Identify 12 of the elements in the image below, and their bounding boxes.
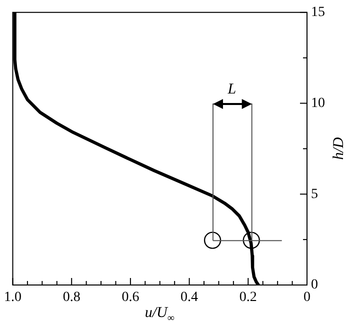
x-tick-label: 0.4 — [180, 290, 198, 306]
x-tick-label: 0.8 — [62, 290, 80, 306]
y-tick-label: 5 — [311, 186, 318, 202]
y-tick-label: 0 — [311, 278, 318, 293]
x-axis-title: u/U$_{∞}$ — [144, 305, 175, 322]
annotation: L — [226, 81, 236, 98]
y-tick-label: 10 — [311, 96, 325, 111]
x-tick-label: 1.0 — [4, 290, 22, 306]
y-tick-label: 15 — [311, 5, 325, 20]
y-axis-title: h/D — [330, 137, 348, 160]
x-tick-label: 0.6 — [122, 290, 140, 306]
x-tick-label: 0.2 — [239, 290, 257, 306]
